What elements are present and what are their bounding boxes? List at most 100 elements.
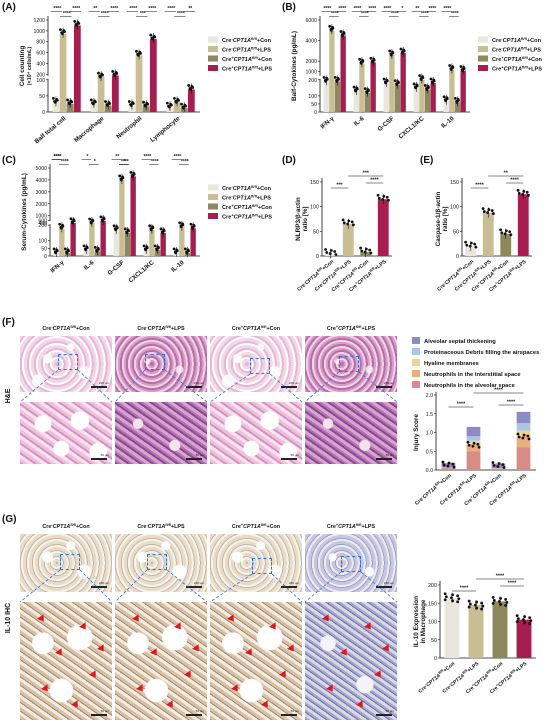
genotype-part: +LPS (171, 524, 185, 530)
data-point-e (469, 241, 473, 245)
y-tick-label-f: 1.0 (426, 431, 433, 437)
genotype-part: fl/fl (509, 481, 516, 488)
data-point-a (175, 100, 178, 104)
data-point-d (376, 193, 380, 197)
genotype-part: fl/fl (261, 523, 267, 527)
data-point-b (369, 56, 373, 60)
genotype-part: - (445, 495, 449, 499)
data-point-b (401, 51, 404, 55)
data-point-b (363, 87, 367, 91)
data-point-g (528, 622, 532, 626)
stack-segment-f (466, 451, 481, 470)
genotype-part: +Con (527, 38, 542, 44)
legend-label-f: Proteinaceous Debris filling the airspac… (424, 350, 539, 356)
data-point-g (481, 604, 485, 608)
genotype-part: - (460, 281, 464, 285)
genotype-part: +LPS (361, 524, 375, 530)
scale-bar (281, 458, 297, 460)
data-point-c (54, 251, 58, 255)
data-point-a (131, 102, 135, 105)
genotype-part: CPT1A (338, 524, 356, 530)
panel-label-c: (C) (2, 155, 16, 166)
scale-bar (281, 386, 297, 388)
legend-swatch-c (208, 194, 218, 200)
data-point-g (505, 601, 509, 604)
genotype-part: +LPS (374, 259, 388, 272)
genotype-part: +Con (489, 473, 503, 486)
data-point-b (329, 28, 333, 32)
y-tick-label-c: 100 (38, 239, 47, 245)
data-point-f (446, 464, 450, 468)
data-point-b (455, 100, 459, 104)
legend-swatch-a (208, 65, 218, 71)
data-point-g (516, 617, 520, 621)
column-title-f: Cre-CPT1Afl/fl+LPS (137, 325, 185, 332)
genotype-part: Cre (348, 283, 359, 293)
y-tick-label-c: 1000 (35, 214, 47, 220)
genotype-part: + (471, 683, 475, 687)
data-point-f (526, 434, 530, 438)
genotype-part: Cre (232, 326, 241, 332)
x-tick-label-c: IFN-γ (49, 259, 66, 275)
data-point-b (339, 30, 343, 33)
zoom-guide-line (19, 369, 59, 403)
y-tick-label-a: 600 (36, 51, 45, 57)
genotype-part: fl/fl (522, 64, 528, 69)
data-point-e (473, 242, 477, 246)
data-point-e (527, 193, 530, 197)
zoom-guide-line (209, 373, 251, 403)
genotype-part: fl/fl (252, 64, 258, 69)
data-point-c (58, 222, 62, 226)
genotype-part: +LPS (257, 196, 271, 202)
sig-mark-c: * (86, 154, 88, 160)
bar-a (90, 103, 98, 112)
sig-mark-b: **** (451, 11, 459, 17)
data-point-c (174, 251, 178, 255)
sig-mark-e: **** (510, 178, 519, 184)
genotype-part: +Con (258, 205, 273, 211)
data-point-g (491, 602, 495, 605)
data-point-g (475, 600, 478, 604)
sig-mark-a: **** (72, 6, 80, 12)
data-point-g (515, 614, 519, 618)
bar-g (516, 619, 532, 658)
x-tick-label-a: Neutrophil (115, 115, 143, 140)
genotype-part: Cre (488, 283, 499, 293)
legend-swatch-a (208, 36, 218, 43)
data-point-d (368, 248, 372, 252)
data-point-g (456, 594, 460, 598)
data-point-a (75, 24, 79, 27)
roi-box (145, 354, 165, 370)
data-point-f (471, 444, 475, 448)
data-point-b (449, 68, 453, 71)
sig-mark-g: **** (508, 581, 517, 587)
scale-bar (376, 586, 392, 588)
genotype-part: + (501, 55, 504, 60)
data-point-e (504, 229, 508, 233)
y-tick-label-e: 50 (453, 229, 459, 235)
y-tick-label-c: 200 (38, 223, 47, 229)
data-point-g (451, 593, 454, 597)
data-point-g (528, 616, 532, 620)
data-point-g (467, 599, 471, 603)
genotype-part: fl/fl (351, 267, 358, 274)
genotype-part: +LPS (514, 259, 528, 272)
data-point-a (144, 104, 148, 108)
genotype-part: Cre (436, 283, 447, 293)
legend-label-b: Cre-CPT1Afl/fl+LPS (492, 45, 541, 54)
genotype-part: Cre (327, 326, 336, 332)
legend-label-f: Alveolar septal thickening (424, 339, 496, 345)
data-point-e (486, 211, 490, 214)
zoom-guide-line (79, 569, 113, 603)
data-point-f (477, 445, 481, 449)
x-tick-label-b: IL-6 (353, 115, 366, 128)
row-label-he: H&E (5, 388, 12, 403)
data-point-g (498, 600, 501, 603)
stack-segment-f (466, 436, 481, 441)
data-point-d (369, 251, 373, 255)
data-point-d (360, 249, 364, 253)
genotype-part: CPT1A (234, 57, 252, 63)
genotype-part: +Con (528, 57, 543, 63)
genotype-part: Cre (492, 48, 501, 54)
data-point-b (412, 82, 416, 86)
